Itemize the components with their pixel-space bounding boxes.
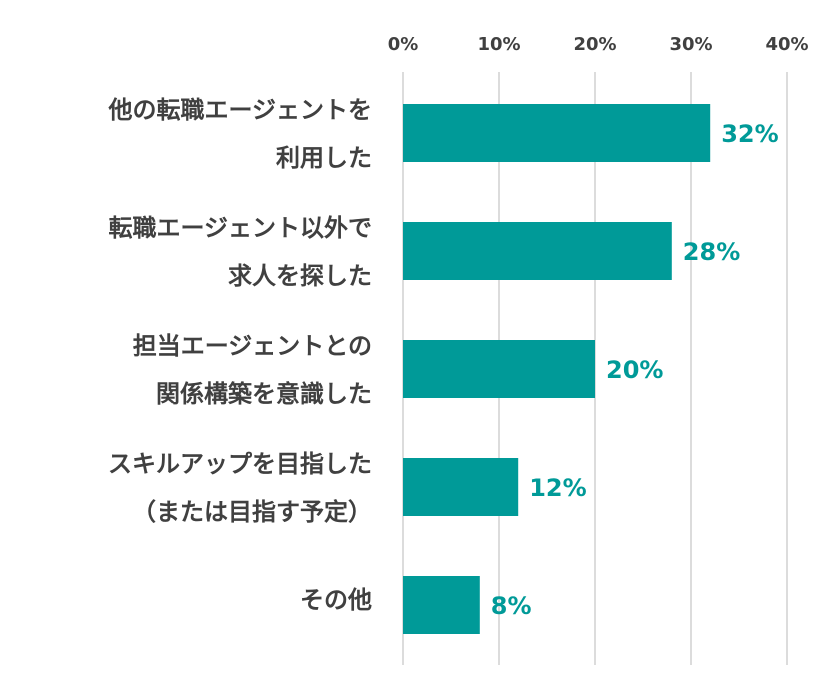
x-axis-tick-labels: 0% 10% 20% 30% 40% xyxy=(388,34,809,55)
data-label: 20% xyxy=(606,356,663,384)
category-label: 求人を探した xyxy=(228,262,372,290)
bar xyxy=(403,104,711,162)
x-tick-label: 0% xyxy=(388,34,419,55)
category-label: 転職エージェント以外で xyxy=(108,214,372,242)
category-label: 他の転職エージェントを xyxy=(107,96,372,124)
x-tick-label: 10% xyxy=(477,34,520,55)
bar xyxy=(403,458,519,516)
bars xyxy=(403,104,711,634)
category-label: その他 xyxy=(300,586,372,614)
x-tick-label: 20% xyxy=(573,34,616,55)
data-label: 12% xyxy=(529,474,586,502)
bar xyxy=(403,340,595,398)
category-label: （または目指す予定） xyxy=(132,498,372,526)
category-label: 担当エージェントとの xyxy=(133,332,372,360)
bar xyxy=(403,222,672,280)
data-label: 32% xyxy=(721,120,778,148)
data-label: 28% xyxy=(683,238,740,266)
category-label: 関係構築を意識した xyxy=(156,380,372,408)
category-label: 利用した xyxy=(276,144,372,172)
data-labels: 32% 28% 20% 12% 8% xyxy=(491,120,779,620)
category-labels: 他の転職エージェントを利用した転職エージェント以外で求人を探した担当エージェント… xyxy=(107,96,372,614)
data-label: 8% xyxy=(491,592,532,620)
bar xyxy=(403,576,480,634)
x-tick-label: 40% xyxy=(765,34,808,55)
x-tick-label: 30% xyxy=(669,34,712,55)
category-label: スキルアップを目指した xyxy=(108,450,372,478)
